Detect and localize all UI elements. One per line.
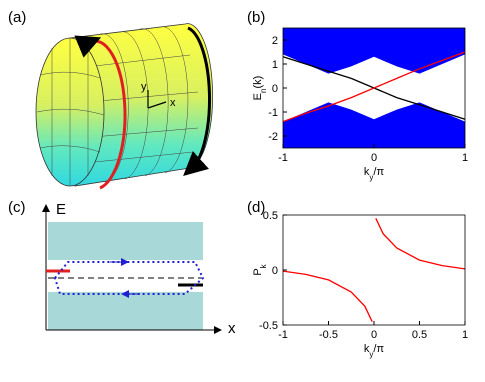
axis-label-part: y — [369, 173, 373, 182]
y-tick-label: 0 — [272, 265, 278, 277]
panel-label: (d) — [247, 199, 265, 216]
panel-c: (c) E x — [8, 199, 236, 337]
panel-a: (a) y x — [8, 9, 214, 190]
bulk-band — [283, 28, 465, 74]
x-tick-label: 1 — [462, 329, 468, 341]
loop — [53, 261, 205, 295]
axis-label: ky/π — [364, 343, 385, 359]
x-tick-label: 0 — [371, 329, 377, 341]
series-line — [282, 218, 466, 322]
band-upper — [48, 222, 203, 260]
y-tick-label: 0.5 — [263, 210, 278, 222]
axis-label: En(k) — [252, 76, 268, 101]
x-tick-label: -1 — [278, 152, 288, 164]
series-line — [282, 51, 466, 123]
y-tick-label: -2 — [268, 131, 278, 143]
y-tick-label: -0.5 — [259, 320, 278, 332]
panel-label: (c) — [8, 199, 26, 216]
y-tick-label: 2 — [272, 35, 278, 47]
x-tick-label: -1 — [278, 329, 288, 341]
plot-frame — [282, 214, 466, 326]
axis-label: ky/π — [364, 166, 385, 182]
panel-label: (a) — [8, 9, 26, 26]
axis-label-part: /π — [373, 166, 384, 178]
edge-black — [183, 26, 212, 177]
band-lower — [48, 292, 203, 330]
bulk-band — [283, 102, 465, 148]
x-tick-label: 0 — [371, 152, 377, 164]
axes-arrows — [147, 90, 167, 109]
axis-label-part: y — [369, 350, 373, 359]
axis-label-part: E — [252, 93, 264, 100]
axis-label: x — [228, 320, 236, 337]
axis-label-part: P — [252, 268, 264, 275]
y-tick-label: 1 — [272, 59, 278, 71]
axis-label: Pk — [252, 263, 268, 275]
axis-label-part: k — [364, 343, 370, 355]
axis-label: y — [141, 81, 147, 93]
axis-label-part: (k) — [252, 76, 264, 89]
axis-label-part: n — [259, 89, 268, 93]
face-grid — [36, 38, 105, 186]
y-tick-label: -1 — [268, 107, 278, 119]
x-tick-label: 0.5 — [412, 329, 427, 341]
axis-label: E — [56, 201, 66, 218]
axis-label: x — [170, 97, 176, 109]
axis-label-part: k — [259, 263, 268, 268]
edge-red — [74, 35, 127, 190]
x-tick-label: -0.5 — [319, 329, 338, 341]
x-tick-label: 1 — [462, 152, 468, 164]
y-tick-label: 0 — [272, 83, 278, 95]
axis-label-part: /π — [373, 343, 384, 355]
panel-label: (b) — [247, 9, 265, 26]
axis-label-part: k — [364, 166, 370, 178]
